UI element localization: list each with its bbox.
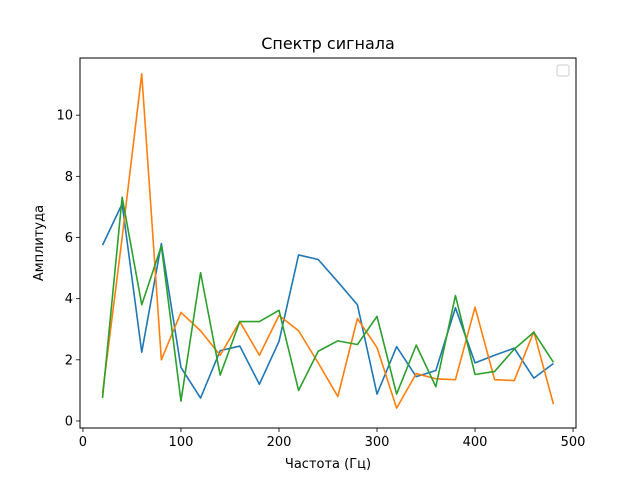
series-line-2 — [101, 73, 555, 409]
x-tick-label: 400 — [463, 435, 488, 450]
x-tick-label: 500 — [561, 435, 586, 450]
x-axis-ticks: 0 100 200 300 400 500 — [79, 428, 586, 450]
x-axis-label: Частота (Гц) — [285, 457, 371, 472]
y-axis-ticks: 0 2 4 6 8 10 — [56, 109, 80, 429]
series-line-1 — [101, 203, 554, 399]
y-tick-label: 6 — [65, 231, 73, 246]
plot-frame — [79, 57, 577, 429]
y-tick-label: 0 — [65, 414, 73, 429]
chart-title: Спектр сигнала — [261, 34, 395, 53]
legend[interactable] — [556, 64, 570, 77]
x-tick-label: 100 — [169, 435, 194, 450]
y-tick-label: 8 — [65, 170, 73, 185]
series-line-3 — [101, 196, 555, 402]
y-tick-label: 4 — [65, 292, 73, 307]
y-tick-label: 2 — [65, 353, 73, 368]
y-tick-label: 10 — [56, 109, 73, 124]
y-axis-label: Амплитуда — [32, 205, 47, 281]
x-tick-label: 200 — [267, 435, 292, 450]
x-tick-label: 0 — [79, 435, 87, 450]
plot-series — [101, 73, 555, 409]
x-tick-label: 300 — [365, 435, 390, 450]
